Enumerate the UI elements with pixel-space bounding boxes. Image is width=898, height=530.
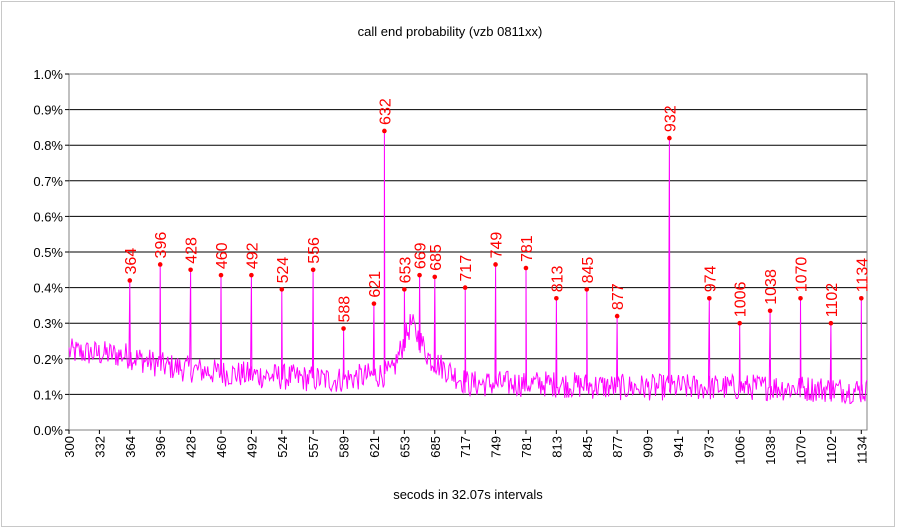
peak-point [127, 278, 133, 283]
x-tick-label: 813 [549, 436, 564, 458]
peak-point [737, 320, 742, 326]
peak-point [554, 295, 559, 301]
peak-label: 364 [123, 248, 140, 275]
x-tick-label: 492 [244, 436, 259, 458]
y-tick-label: 0.2% [33, 352, 63, 367]
x-tick-label: 845 [580, 436, 595, 458]
x-tick-label: 973 [701, 436, 716, 458]
x-axis-label: secods in 32.07s intervals [393, 487, 543, 502]
peak-label: 932 [662, 105, 679, 132]
peak-label: 717 [458, 255, 475, 282]
peak-label: 1134 [854, 258, 871, 293]
x-tick-label: 717 [458, 436, 473, 458]
chart-title: call end probability (vzb 0811xx) [358, 24, 543, 39]
y-tick-label: 0.6% [33, 209, 63, 224]
peak-point [798, 295, 803, 301]
x-tick-label: 1134 [854, 436, 869, 464]
peak-point [417, 272, 422, 278]
peak-point [371, 301, 377, 306]
peak-point [157, 262, 163, 267]
x-tick-label: 877 [610, 436, 625, 458]
peak-label: 460 [214, 242, 231, 269]
peak-point [249, 272, 254, 278]
x-tick-label: 589 [337, 436, 352, 458]
peak-label: 1102 [824, 283, 841, 318]
x-tick-label: 749 [489, 436, 504, 458]
peak-label: 621 [367, 271, 384, 298]
x-tick-label: 557 [306, 436, 321, 458]
x-tick-label: 621 [367, 436, 382, 458]
peak-point [493, 262, 498, 267]
peak-point [614, 313, 620, 319]
peak-point [279, 287, 285, 292]
x-tick-label: 460 [214, 436, 229, 458]
peak-label: 1006 [733, 282, 750, 318]
x-tick-label: 396 [153, 436, 168, 458]
x-tick-label: 941 [671, 436, 686, 458]
y-tick-label: 0.4% [33, 281, 63, 296]
peak-point [341, 326, 346, 331]
x-tick-label: 1102 [824, 436, 839, 464]
x-tick-label: 1006 [733, 436, 748, 465]
y-tick-label: 0.7% [33, 174, 63, 189]
peak-label: 974 [702, 265, 719, 292]
peak-label: 653 [397, 257, 414, 284]
peak-label: 556 [306, 237, 323, 264]
x-tick-label: 653 [397, 436, 412, 458]
y-tick-label: 0.1% [33, 387, 63, 402]
peak-point [432, 274, 438, 280]
x-tick-label: 1038 [763, 436, 778, 465]
y-tick-label: 1.0% [33, 67, 63, 82]
x-tick-label: 300 [62, 436, 77, 458]
x-tick-label: 909 [641, 436, 656, 458]
y-tick-label: 0.8% [33, 138, 63, 153]
peak-label: 1070 [794, 257, 811, 293]
peak-point [667, 135, 672, 141]
peak-point [523, 265, 529, 271]
peak-label: 1038 [763, 269, 780, 305]
peak-label: 524 [275, 257, 292, 284]
series-line [68, 130, 868, 405]
peak-point [828, 320, 834, 326]
peak-point [188, 267, 193, 273]
peak-label: 428 [184, 237, 201, 264]
x-tick-label: 1070 [794, 436, 809, 465]
y-tick-label: 0.5% [33, 245, 63, 260]
x-tick-label: 781 [519, 436, 534, 458]
peak-point [707, 295, 712, 301]
peak-label: 632 [377, 98, 394, 125]
peak-label: 781 [519, 235, 536, 262]
peak-point [584, 287, 590, 292]
peak-point [402, 287, 407, 292]
peak-label: 749 [489, 232, 506, 259]
x-tick-label: 524 [275, 436, 290, 458]
peak-label: 396 [153, 232, 170, 259]
peak-point [462, 285, 468, 290]
peak-point [310, 267, 316, 273]
peak-label: 813 [549, 265, 566, 292]
peak-label: 588 [337, 296, 354, 323]
x-tick-label: 685 [428, 436, 443, 458]
y-tick-label: 0.9% [33, 103, 63, 118]
peak-label: 492 [244, 242, 261, 269]
x-tick-label: 428 [184, 436, 199, 458]
peak-point [859, 295, 864, 301]
x-tick-label: 332 [92, 436, 107, 458]
peak-point [382, 128, 387, 134]
peak-label: 877 [610, 283, 627, 310]
x-tick-label: 364 [123, 436, 138, 458]
peak-point [218, 272, 224, 278]
peak-label: 669 [413, 242, 430, 269]
y-axis: 0.0% 0.1% 0.2% 0.3% 0.4% 0.5% 0.6% 0.7% 0.8% 0.9%… [33, 67, 69, 438]
peak-point [767, 308, 773, 314]
peak-label: 685 [428, 244, 445, 271]
y-tick-label: 0.3% [33, 316, 63, 331]
x-axis: 300 332 364 396 428 460 492 524 557 589 621 653 685 7… [62, 430, 869, 465]
peak-label: 845 [580, 257, 597, 284]
y-tick-label: 0.0% [33, 423, 63, 438]
